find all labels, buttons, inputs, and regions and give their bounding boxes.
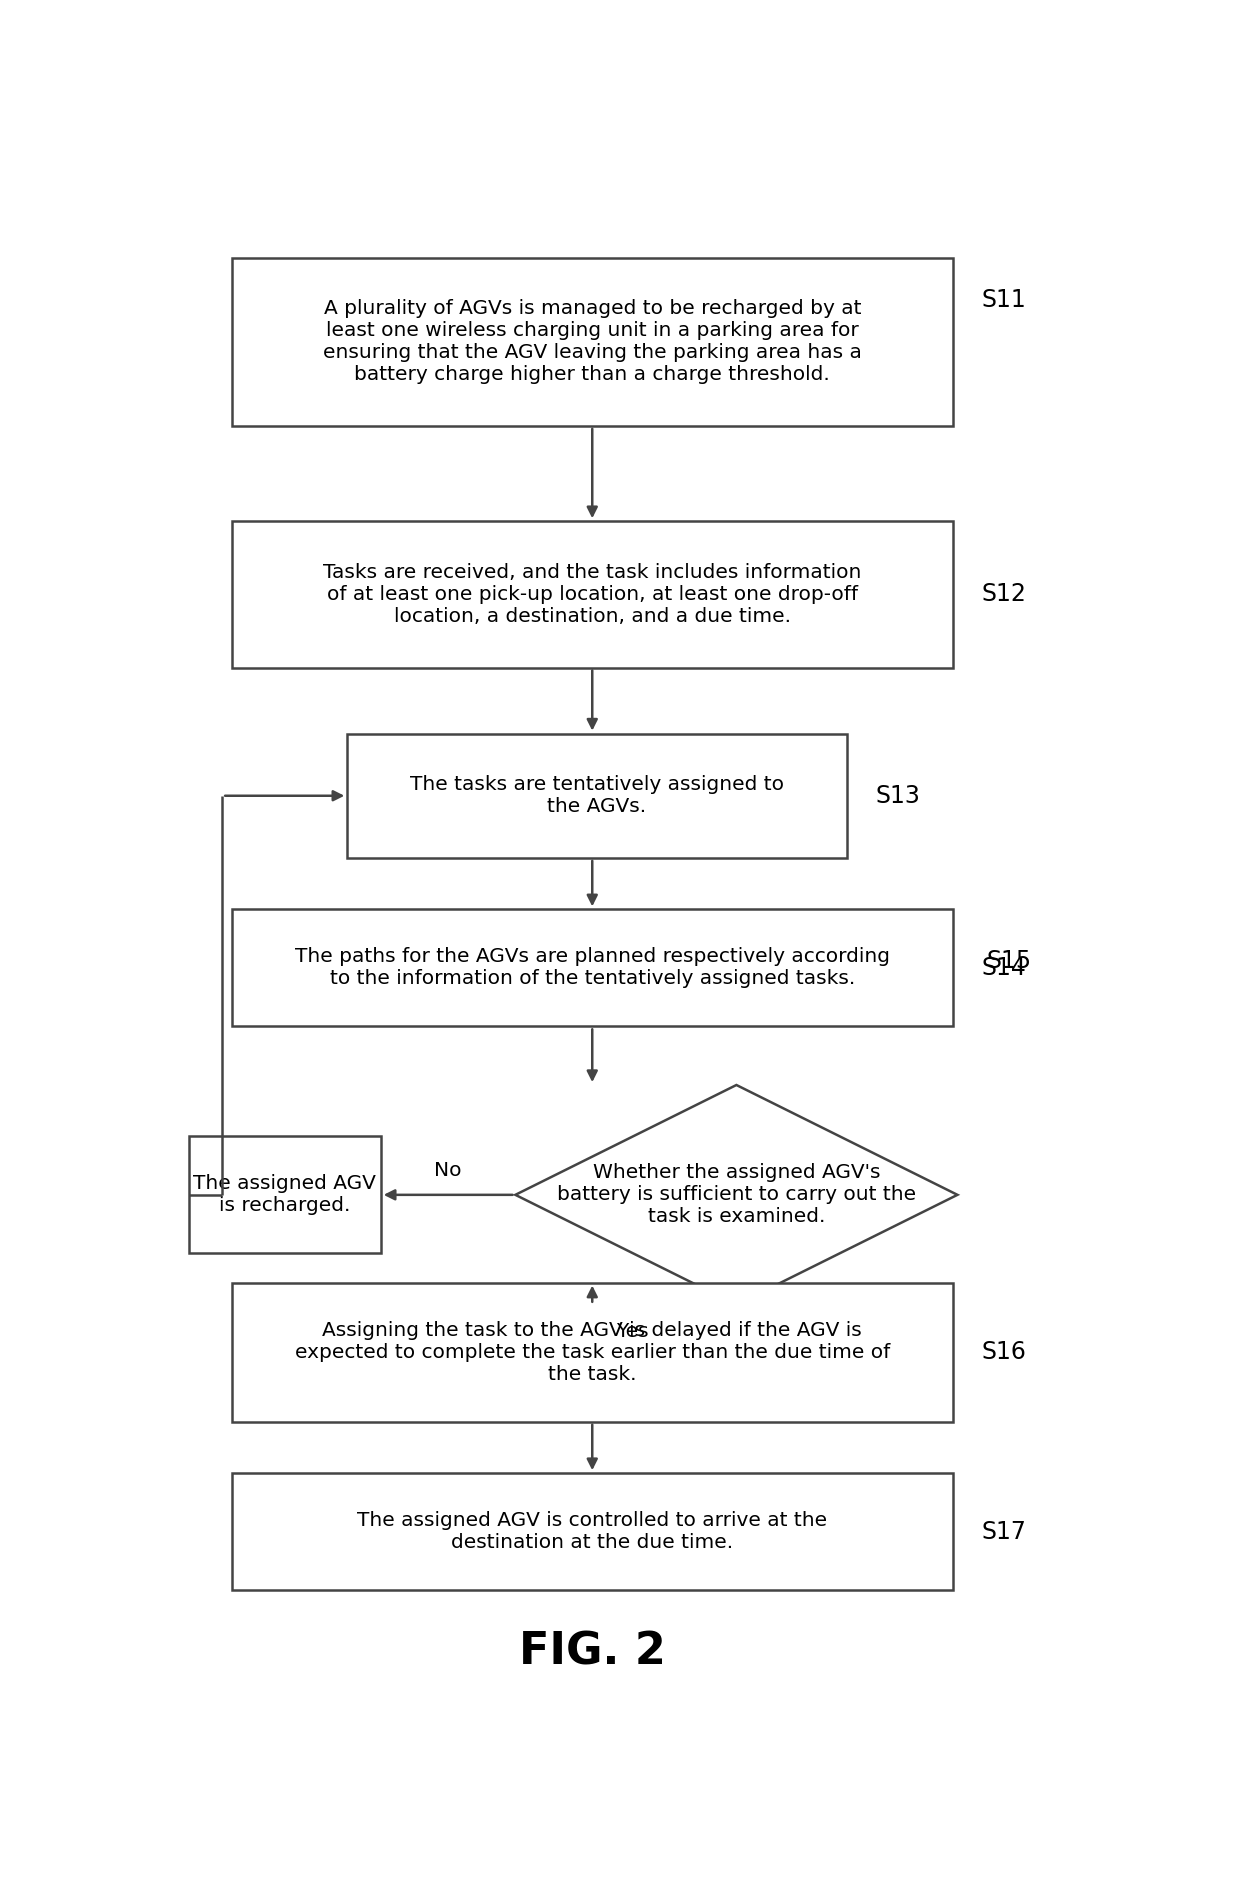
Text: FIG. 2: FIG. 2 <box>518 1630 666 1674</box>
FancyBboxPatch shape <box>232 909 952 1027</box>
FancyBboxPatch shape <box>232 257 952 426</box>
Polygon shape <box>516 1084 957 1305</box>
Text: A plurality of AGVs is managed to be recharged by at
least one wireless charging: A plurality of AGVs is managed to be rec… <box>322 299 862 384</box>
FancyBboxPatch shape <box>232 1472 952 1590</box>
FancyBboxPatch shape <box>188 1135 381 1253</box>
FancyBboxPatch shape <box>232 1282 952 1423</box>
Text: S16: S16 <box>982 1341 1027 1364</box>
Text: Assigning the task to the AGV is delayed if the AGV is
expected to complete the : Assigning the task to the AGV is delayed… <box>295 1320 890 1385</box>
Text: The assigned AGV
is recharged.: The assigned AGV is recharged. <box>193 1174 376 1215</box>
Text: Tasks are received, and the task includes information
of at least one pick-up lo: Tasks are received, and the task include… <box>324 563 862 626</box>
FancyBboxPatch shape <box>347 734 847 858</box>
Text: The assigned AGV is controlled to arrive at the
destination at the due time.: The assigned AGV is controlled to arrive… <box>357 1512 827 1552</box>
FancyBboxPatch shape <box>232 521 952 668</box>
Text: The paths for the AGVs are planned respectively according
to the information of : The paths for the AGVs are planned respe… <box>295 947 890 989</box>
Text: The tasks are tentatively assigned to
the AGVs.: The tasks are tentatively assigned to th… <box>410 776 784 816</box>
Text: S17: S17 <box>982 1520 1027 1544</box>
Text: Yes: Yes <box>616 1322 649 1341</box>
Text: S12: S12 <box>982 582 1027 607</box>
Text: S14: S14 <box>982 957 1027 980</box>
Text: No: No <box>434 1162 461 1179</box>
Text: S15: S15 <box>986 949 1032 972</box>
Text: S11: S11 <box>982 287 1027 312</box>
Text: Whether the assigned AGV's
battery is sufficient to carry out the
task is examin: Whether the assigned AGV's battery is su… <box>557 1164 916 1227</box>
Text: S13: S13 <box>875 784 920 808</box>
